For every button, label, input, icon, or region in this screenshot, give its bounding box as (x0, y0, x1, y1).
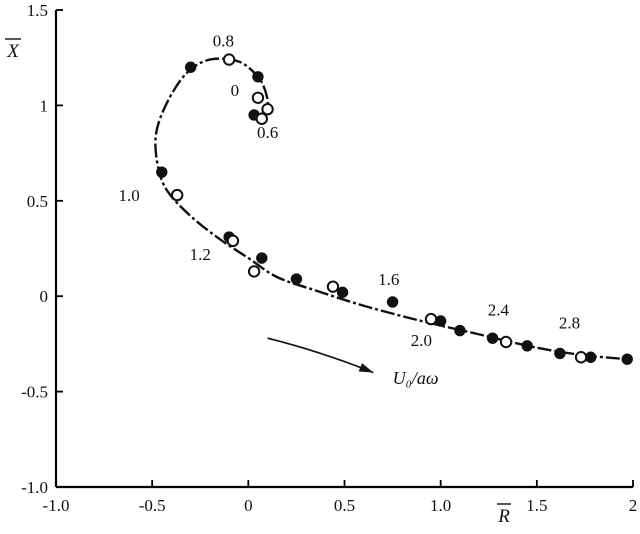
velocity-arrow: U₀/aω (267, 337, 439, 388)
open-point (255, 112, 268, 125)
data-points (156, 53, 633, 365)
point-annotation: 0.8 (213, 31, 234, 50)
filled-point (290, 273, 303, 285)
filled-point (252, 71, 264, 83)
open-point (226, 234, 240, 248)
open-point (247, 265, 261, 278)
filled-point (621, 353, 633, 365)
open-point (261, 103, 274, 116)
annotations: 0.8 0 0.6 1.0 1.2 1.6 2.0 2.4 2.8 (118, 31, 580, 350)
open-point (326, 280, 340, 293)
point-annotation: 1.2 (190, 245, 211, 264)
y-tick-label: -0.5 (21, 383, 48, 402)
x-tick-label: 2 (629, 496, 638, 515)
arrow-label: U₀/aω (393, 368, 439, 388)
x-axis-title: R (497, 506, 510, 527)
y-axis-title: X (6, 41, 20, 62)
y-tick-label: 1 (40, 96, 49, 115)
y-tick-label: -1.0 (21, 478, 48, 497)
open-point (222, 53, 236, 66)
filled-point (336, 286, 349, 299)
filled-point (184, 61, 197, 73)
x-tick-label: -0.5 (139, 496, 166, 515)
filled-point (521, 340, 533, 352)
point-annotation: 2.0 (411, 331, 432, 350)
x-tick-label: 1.5 (526, 496, 547, 515)
open-point (574, 351, 588, 364)
ticks: -1.0 -0.5 0 0.5 1.0 1.5 2 -1.0 -0.5 0 0.5 1 1.5 (21, 1, 637, 515)
x-tick-label: 1.0 (430, 496, 451, 515)
filled-point (454, 324, 466, 337)
open-point (499, 335, 513, 349)
filled-point (486, 332, 499, 344)
x-tick-label: -1.0 (43, 496, 70, 515)
y-tick-label: 0 (40, 287, 49, 306)
x-tick-label: 0 (244, 496, 253, 515)
data-curve (154, 57, 628, 361)
point-annotation: 1.0 (118, 186, 139, 205)
open-point (170, 188, 184, 202)
axis-titles: XR (5, 38, 511, 527)
filled-point (156, 166, 168, 178)
curve-line (154, 57, 628, 361)
point-annotation: 1.6 (378, 270, 399, 289)
open-point (251, 91, 265, 104)
filled-point (256, 252, 268, 264)
point-annotation: 2.8 (559, 314, 580, 333)
y-tick-label: 1.5 (27, 1, 48, 20)
filled-point (434, 315, 447, 327)
filled-point (386, 296, 399, 308)
point-annotation: 0.6 (257, 123, 278, 142)
arrow-head (358, 363, 374, 373)
x-tick-label: 0.5 (334, 496, 355, 515)
point-annotation: 0 (231, 81, 240, 100)
point-annotation: 2.4 (488, 300, 510, 319)
y-tick-label: 0.5 (27, 192, 48, 211)
open-point (424, 312, 438, 326)
filled-point (554, 347, 566, 360)
